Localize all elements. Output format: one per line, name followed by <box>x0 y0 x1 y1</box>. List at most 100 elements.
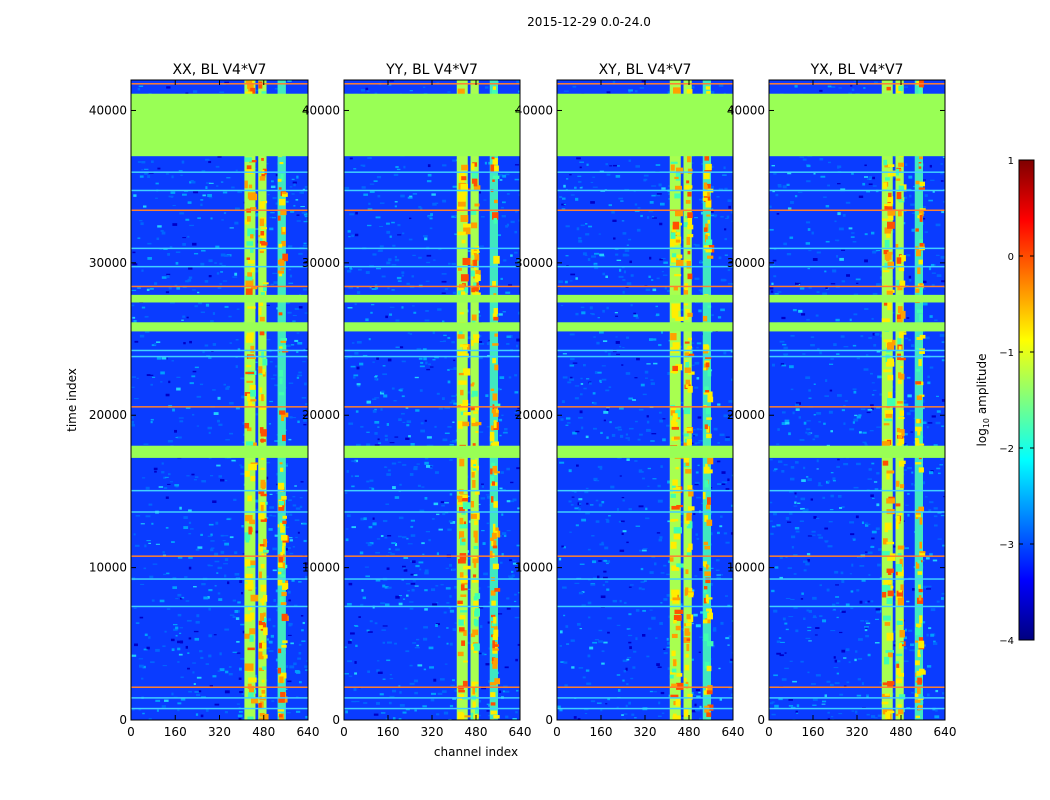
band-feature <box>472 629 479 636</box>
noise-speckle <box>351 485 355 488</box>
rfi-row <box>557 247 733 250</box>
band-feature <box>280 467 284 472</box>
band-feature <box>282 192 287 195</box>
band-feature <box>262 666 267 670</box>
band-feature <box>473 618 477 626</box>
noise-speckle <box>851 563 854 567</box>
band-feature <box>687 547 692 556</box>
band-feature <box>702 491 706 500</box>
noise-speckle <box>300 191 305 194</box>
noise-speckle <box>840 335 845 338</box>
noise-speckle <box>288 268 292 271</box>
band-feature <box>898 265 905 272</box>
noise-speckle <box>518 256 520 259</box>
band-feature <box>897 432 902 436</box>
noise-speckle <box>811 336 814 338</box>
noise-speckle <box>696 346 699 349</box>
band-feature <box>490 476 495 484</box>
band-feature <box>490 388 495 391</box>
noise-speckle <box>165 526 169 529</box>
noise-speckle <box>413 466 418 468</box>
noise-speckle <box>273 598 277 602</box>
noise-speckle <box>695 244 700 247</box>
noise-speckle <box>166 275 170 278</box>
noise-speckle <box>418 205 422 209</box>
noise-speckle <box>292 181 297 184</box>
noise-speckle <box>161 705 166 708</box>
noise-speckle <box>305 716 308 719</box>
noise-speckle <box>832 603 836 606</box>
noise-speckle <box>807 432 811 436</box>
noise-speckle <box>858 431 862 434</box>
noise-speckle <box>242 630 245 634</box>
noise-speckle <box>131 423 135 427</box>
band-feature <box>882 460 889 466</box>
noise-speckle <box>360 89 365 92</box>
noise-speckle <box>387 358 392 362</box>
noise-speckle <box>565 417 571 420</box>
noise-speckle <box>424 496 428 500</box>
noise-speckle <box>619 407 624 410</box>
noise-speckle <box>401 274 404 277</box>
noise-speckle <box>826 588 830 592</box>
noise-speckle <box>829 389 833 392</box>
band-feature <box>259 713 265 717</box>
noise-speckle <box>374 444 380 447</box>
noise-speckle <box>698 439 704 442</box>
noise-speckle <box>242 441 246 444</box>
noise-speckle <box>501 553 504 556</box>
noise-speckle <box>638 469 643 473</box>
band-feature <box>703 349 709 354</box>
noise-speckle <box>679 512 684 515</box>
noise-speckle <box>609 421 612 424</box>
band-feature <box>686 525 693 529</box>
band-feature <box>244 663 254 671</box>
noise-speckle <box>304 215 308 218</box>
noise-speckle <box>235 339 239 341</box>
band-feature <box>673 436 680 440</box>
noise-speckle <box>875 608 881 611</box>
noise-speckle <box>724 238 727 241</box>
noise-speckle <box>666 289 671 293</box>
noise-speckle <box>694 703 697 707</box>
noise-speckle <box>576 464 579 467</box>
band-feature <box>687 345 693 349</box>
noise-speckle <box>298 651 302 655</box>
noise-speckle <box>208 259 213 263</box>
noise-speckle <box>788 432 791 436</box>
noise-speckle <box>210 475 214 477</box>
noise-speckle <box>807 626 812 628</box>
noise-speckle <box>614 311 618 314</box>
noise-speckle <box>931 272 936 274</box>
noise-speckle <box>925 557 930 560</box>
band-feature <box>245 91 253 95</box>
band-feature <box>261 679 265 683</box>
band-feature <box>895 661 899 665</box>
noise-speckle <box>154 343 157 346</box>
noise-speckle <box>514 251 518 254</box>
noise-speckle <box>409 682 415 685</box>
band-feature <box>250 345 255 353</box>
noise-speckle <box>662 418 666 420</box>
noise-speckle <box>133 194 137 197</box>
band-feature <box>461 176 467 181</box>
noise-speckle <box>873 344 877 347</box>
noise-speckle <box>298 306 303 309</box>
band-feature <box>282 541 286 546</box>
noise-speckle <box>924 194 928 197</box>
noise-speckle <box>801 592 804 595</box>
noise-speckle <box>730 658 733 661</box>
noise-speckle <box>424 319 430 322</box>
noise-speckle <box>590 584 596 586</box>
noise-speckle <box>695 624 701 628</box>
noise-speckle <box>300 615 304 617</box>
band-feature <box>261 689 266 694</box>
noise-speckle <box>190 179 194 182</box>
noise-speckle <box>731 220 733 223</box>
noise-speckle <box>872 250 877 254</box>
noise-speckle <box>297 531 300 534</box>
noise-speckle <box>731 474 733 477</box>
band-feature <box>672 342 680 349</box>
noise-speckle <box>351 342 355 344</box>
noise-speckle <box>415 409 420 412</box>
